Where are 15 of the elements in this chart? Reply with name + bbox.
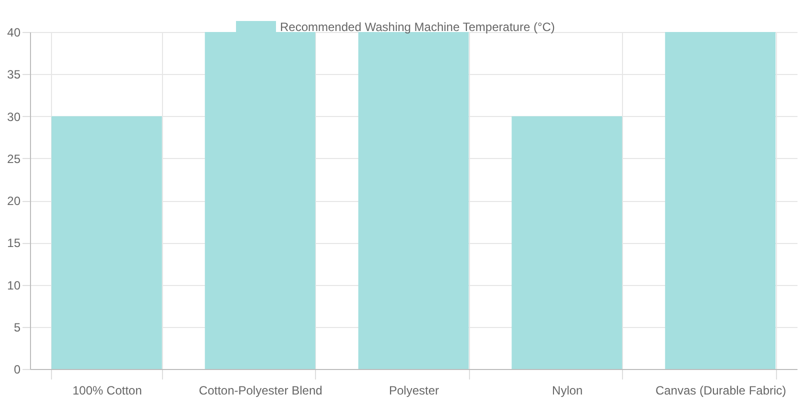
x-tick-label: Cotton-Polyester Blend: [198, 384, 322, 398]
x-tick-label: Polyester: [388, 384, 440, 398]
x-tick-label: Nylon: [552, 384, 583, 398]
y-tick-label: 35: [7, 68, 21, 82]
y-tick-label: 25: [7, 152, 21, 166]
x-tick-label: Canvas (Durable Fabric): [655, 384, 786, 398]
y-tick-label: 5: [14, 320, 21, 334]
legend-label: Recommended Washing Machine Temperature (°C): [280, 20, 555, 34]
y-tick-label: 0: [14, 362, 21, 376]
y-tick-label: 20: [7, 194, 21, 208]
y-tick-label: 30: [7, 110, 21, 124]
y-tick-label: 15: [7, 236, 21, 250]
y-tick-label: 10: [7, 278, 21, 292]
x-tick-label: 100% Cotton: [72, 384, 142, 398]
y-tick-label: 40: [7, 26, 21, 40]
